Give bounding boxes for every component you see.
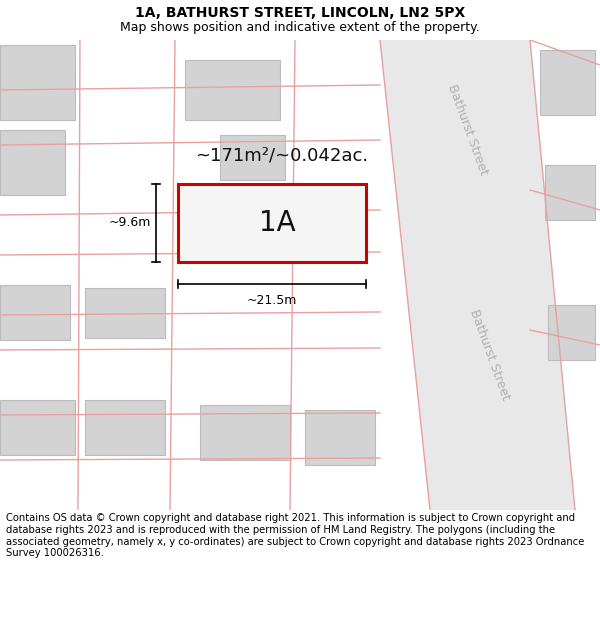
Text: Map shows position and indicative extent of the property.: Map shows position and indicative extent… xyxy=(120,21,480,34)
Text: 1A: 1A xyxy=(259,209,295,237)
Bar xyxy=(198,194,331,250)
Text: 1A, BATHURST STREET, LINCOLN, LN2 5PX: 1A, BATHURST STREET, LINCOLN, LN2 5PX xyxy=(135,6,465,20)
Text: Bathurst Street: Bathurst Street xyxy=(446,83,490,177)
Bar xyxy=(548,305,595,360)
Text: ~9.6m: ~9.6m xyxy=(109,216,151,229)
Text: ~171m²/~0.042ac.: ~171m²/~0.042ac. xyxy=(196,147,368,165)
Bar xyxy=(220,135,285,180)
Text: Bathurst Street: Bathurst Street xyxy=(467,308,512,402)
Bar xyxy=(540,50,595,115)
Bar xyxy=(305,410,375,465)
Text: Contains OS data © Crown copyright and database right 2021. This information is : Contains OS data © Crown copyright and d… xyxy=(6,514,584,558)
Bar xyxy=(545,165,595,220)
Bar xyxy=(200,405,290,460)
Bar xyxy=(178,184,366,262)
Bar xyxy=(0,130,65,195)
Bar xyxy=(85,400,165,455)
Bar xyxy=(185,60,280,120)
Bar xyxy=(0,400,75,455)
Polygon shape xyxy=(380,40,575,510)
Bar xyxy=(85,288,165,338)
Bar xyxy=(0,45,75,120)
Bar xyxy=(0,285,70,340)
Text: ~21.5m: ~21.5m xyxy=(247,294,297,307)
